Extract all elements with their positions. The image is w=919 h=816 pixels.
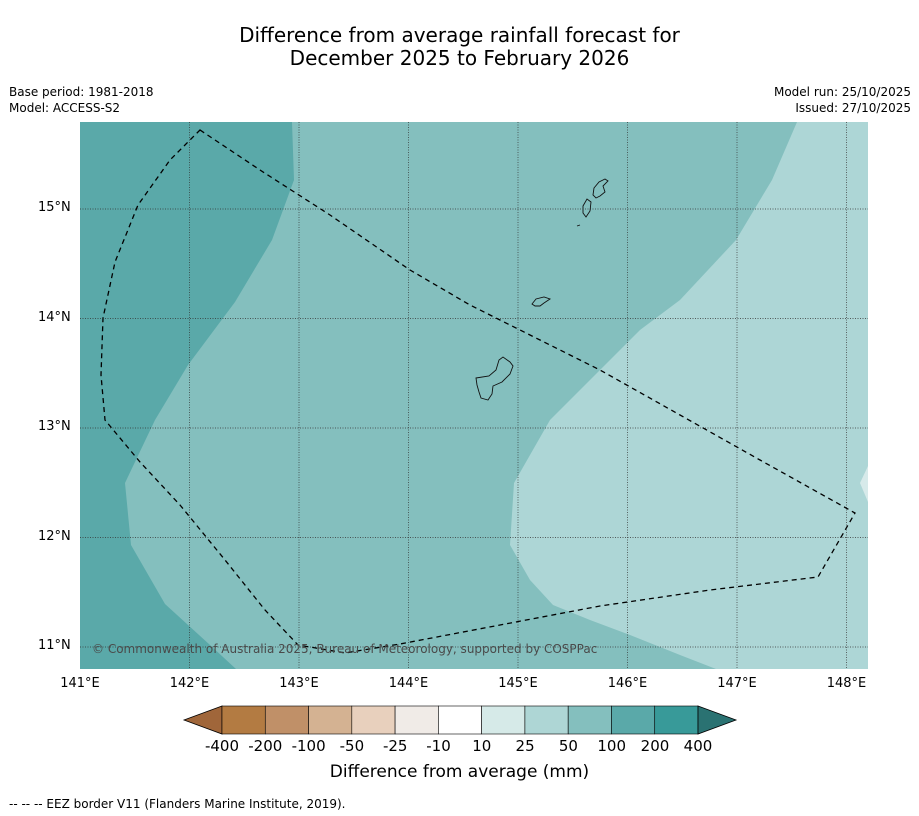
title-line-2: December 2025 to February 2026	[289, 46, 630, 70]
rota-island	[531, 296, 552, 307]
rainfall-map	[80, 122, 868, 669]
cb-label-n50: -50	[339, 737, 365, 755]
colorbar-box-4	[394, 705, 439, 735]
meta-right: Model run: 25/10/2025 Issued: 27/10/2025	[774, 84, 911, 116]
colorbar-box-7	[524, 705, 569, 735]
model-name: Model: ACCESS-S2	[9, 101, 121, 115]
cb-label-n200: -200	[248, 737, 283, 755]
colorbar-title: Difference from average (mm)	[329, 762, 590, 782]
lon-label-142e: 142°E	[169, 676, 210, 691]
lon-label-146e: 146°E	[607, 676, 648, 691]
model-run: Model run: 25/10/2025	[773, 85, 911, 99]
lat-label-11n: 11°N	[38, 638, 71, 653]
meta-left: Base period: 1981-2018 Model: ACCESS-S2	[9, 84, 154, 116]
copyright-notice: © Commonwealth of Australia 2025, Bureau…	[92, 642, 598, 656]
map-title: Difference from average rainfall forecas…	[0, 24, 919, 70]
lat-label-13n: 13°N	[38, 419, 71, 434]
cb-label-100: 100	[597, 737, 627, 755]
lon-label-147e: 147°E	[717, 676, 757, 691]
cb-label-25: 25	[515, 737, 535, 755]
colorbar-box-1	[264, 705, 309, 735]
cb-label-50: 50	[558, 737, 578, 755]
colorbar-box-0	[221, 705, 266, 735]
colorbar-box-5	[438, 705, 482, 735]
aguijan-islet	[576, 224, 581, 227]
cb-label-n100: -100	[291, 737, 326, 755]
cb-label-10: 10	[472, 737, 492, 755]
lon-label-141e: 141°E	[60, 676, 100, 691]
cb-label-n25: -25	[382, 737, 408, 755]
cb-label-400: 400	[683, 737, 713, 755]
lon-label-144e: 144°E	[388, 676, 429, 691]
colorbar-box-3	[351, 705, 396, 735]
cb-label-n400: -400	[204, 737, 240, 755]
guam-island	[475, 356, 514, 401]
title-line-1: Difference from average rainfall forecas…	[239, 23, 680, 47]
issued-date: Issued: 27/10/2025	[795, 101, 911, 115]
colorbar	[182, 705, 738, 735]
gridlines	[80, 122, 868, 669]
colorbar-arrow-low	[182, 705, 223, 735]
eez-border	[100, 129, 856, 654]
colorbar-box-10	[654, 705, 699, 735]
eez-footnote: -- -- -- EEZ border V11 (Flanders Marine…	[9, 797, 346, 811]
lon-label-143e: 143°E	[279, 676, 319, 691]
lat-label-14n: 14°N	[38, 310, 71, 325]
cb-label-n10: -10	[426, 737, 451, 755]
islands	[475, 178, 609, 401]
cb-label-200: 200	[640, 737, 670, 755]
colorbar-box-6	[481, 705, 526, 735]
lon-label-145e: 145°E	[498, 676, 538, 691]
colorbar-box-9	[611, 705, 656, 735]
colorbar-box-8	[567, 705, 612, 735]
lat-label-12n: 12°N	[38, 529, 71, 544]
lon-label-148e: 148°E	[826, 676, 867, 691]
colorbar-box-2	[308, 705, 353, 735]
tinian-island	[582, 198, 592, 218]
saipan-island	[592, 178, 609, 199]
base-period: Base period: 1981-2018	[9, 85, 154, 99]
band-100-200	[80, 122, 294, 669]
band-25-50	[510, 122, 868, 669]
band-10-25	[860, 466, 868, 502]
lat-label-15n: 15°N	[38, 200, 71, 215]
colorbar-arrow-high	[697, 705, 738, 735]
